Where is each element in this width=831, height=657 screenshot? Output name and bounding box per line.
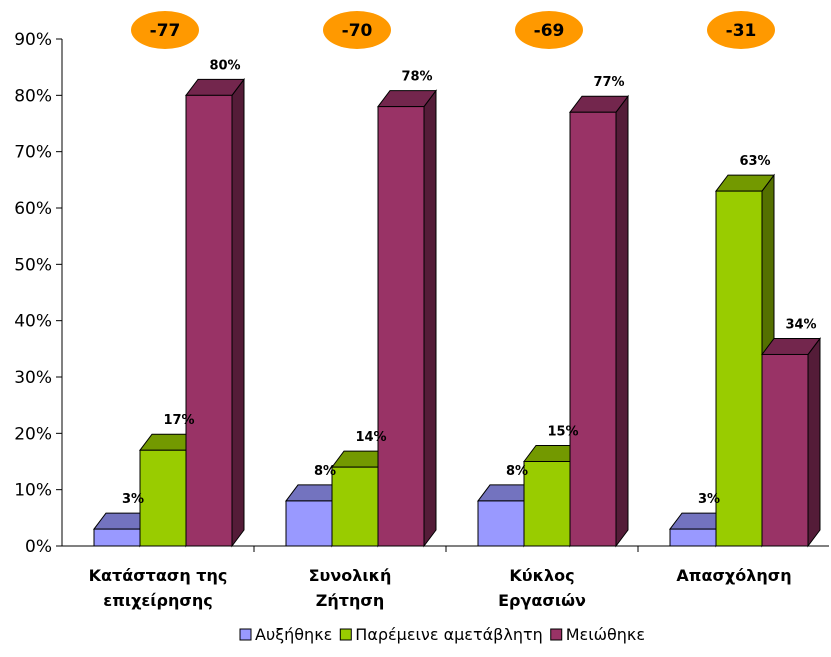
bar (377, 89, 437, 548)
legend-item: Παρέμεινε αμετάβλητη (339, 625, 543, 644)
bar-side (231, 77, 245, 548)
data-label: 34% (785, 317, 816, 332)
y-tick-label: 50% (14, 255, 52, 275)
balance-badge-text: -77 (150, 21, 181, 41)
data-label: 14% (355, 430, 386, 445)
bar (185, 77, 245, 548)
category-label: Ζήτηση (316, 591, 384, 610)
bar-side (423, 89, 437, 548)
bar-front (377, 106, 425, 547)
category-label: Κύκλος (509, 566, 574, 585)
legend-label: Αυξήθηκε (255, 625, 332, 644)
legend: Αυξήθηκε Παρέμεινε αμετάβλητη Μειώθηκε (239, 625, 645, 644)
bar (569, 94, 629, 548)
category-label: επιχείρησης (103, 591, 212, 610)
legend-label: Μειώθηκε (566, 625, 645, 644)
bar-side (615, 94, 629, 548)
bar-side (807, 336, 821, 548)
data-label: 80% (209, 58, 240, 73)
balance-badge: -77 (131, 11, 199, 49)
balance-badge: -70 (323, 11, 391, 49)
data-label: 3% (122, 492, 144, 507)
y-tick-label: 0% (25, 537, 52, 557)
balance-badge-shape (515, 11, 583, 49)
category-label: Εργασιών (498, 591, 586, 610)
bar-front (523, 461, 571, 547)
legend-item: Μειώθηκε (550, 625, 645, 644)
legend-label: Παρέμεινε αμετάβλητη (355, 625, 542, 644)
bar-front (715, 190, 763, 547)
balance-badge-shape (131, 11, 199, 49)
legend-swatch (339, 628, 352, 641)
balance-badge: -69 (515, 11, 583, 49)
category-label: Κατάσταση της (89, 566, 228, 585)
data-label: 3% (698, 492, 720, 507)
category-label: Απασχόληση (676, 566, 791, 585)
category-label: Συνολική (309, 566, 392, 585)
legend-swatch (239, 628, 252, 641)
balance-badge-text: -69 (534, 21, 565, 41)
bar-front (93, 528, 141, 547)
data-labels: 3% 17% 80% 8% 14% 78% 8% 15% 77% 3% 63% 34% (122, 58, 817, 507)
bar-front (331, 466, 379, 547)
bar-front (139, 449, 187, 547)
balance-badge-text: -70 (342, 21, 373, 41)
data-label: 77% (593, 75, 624, 90)
y-tick-label: 90% (14, 30, 52, 50)
balance-badge-shape (707, 11, 775, 49)
y-tick-label: 70% (14, 143, 52, 163)
data-label: 17% (163, 413, 194, 428)
y-tick-label: 20% (14, 424, 52, 444)
balance-badge-text: -31 (726, 21, 757, 41)
bar-front (185, 94, 233, 547)
y-tick-label: 30% (14, 368, 52, 388)
bar-front (285, 500, 333, 547)
balance-badge-shape (323, 11, 391, 49)
bar-front (569, 111, 617, 547)
bar-front (761, 353, 809, 547)
data-label: 8% (314, 464, 336, 479)
bar-front (669, 528, 717, 547)
y-tick-label: 10% (14, 481, 52, 501)
y-tick-label: 80% (14, 86, 52, 106)
bars (93, 77, 821, 548)
data-label: 8% (506, 464, 528, 479)
y-tick-label: 40% (14, 312, 52, 332)
data-label: 63% (739, 154, 770, 169)
data-label: 78% (401, 70, 432, 85)
legend-swatch (550, 628, 563, 641)
bar (761, 336, 821, 548)
legend-item: Αυξήθηκε (239, 625, 332, 644)
balance-badges: -77 -70 -69 -31 (131, 11, 775, 49)
balance-badge: -31 (707, 11, 775, 49)
bar-front (477, 500, 525, 547)
category-labels: Κατάσταση της επιχείρησης Συνολική Ζήτηση Κύ… (89, 566, 792, 610)
data-label: 15% (547, 425, 578, 440)
y-tick-label: 60% (14, 199, 52, 219)
